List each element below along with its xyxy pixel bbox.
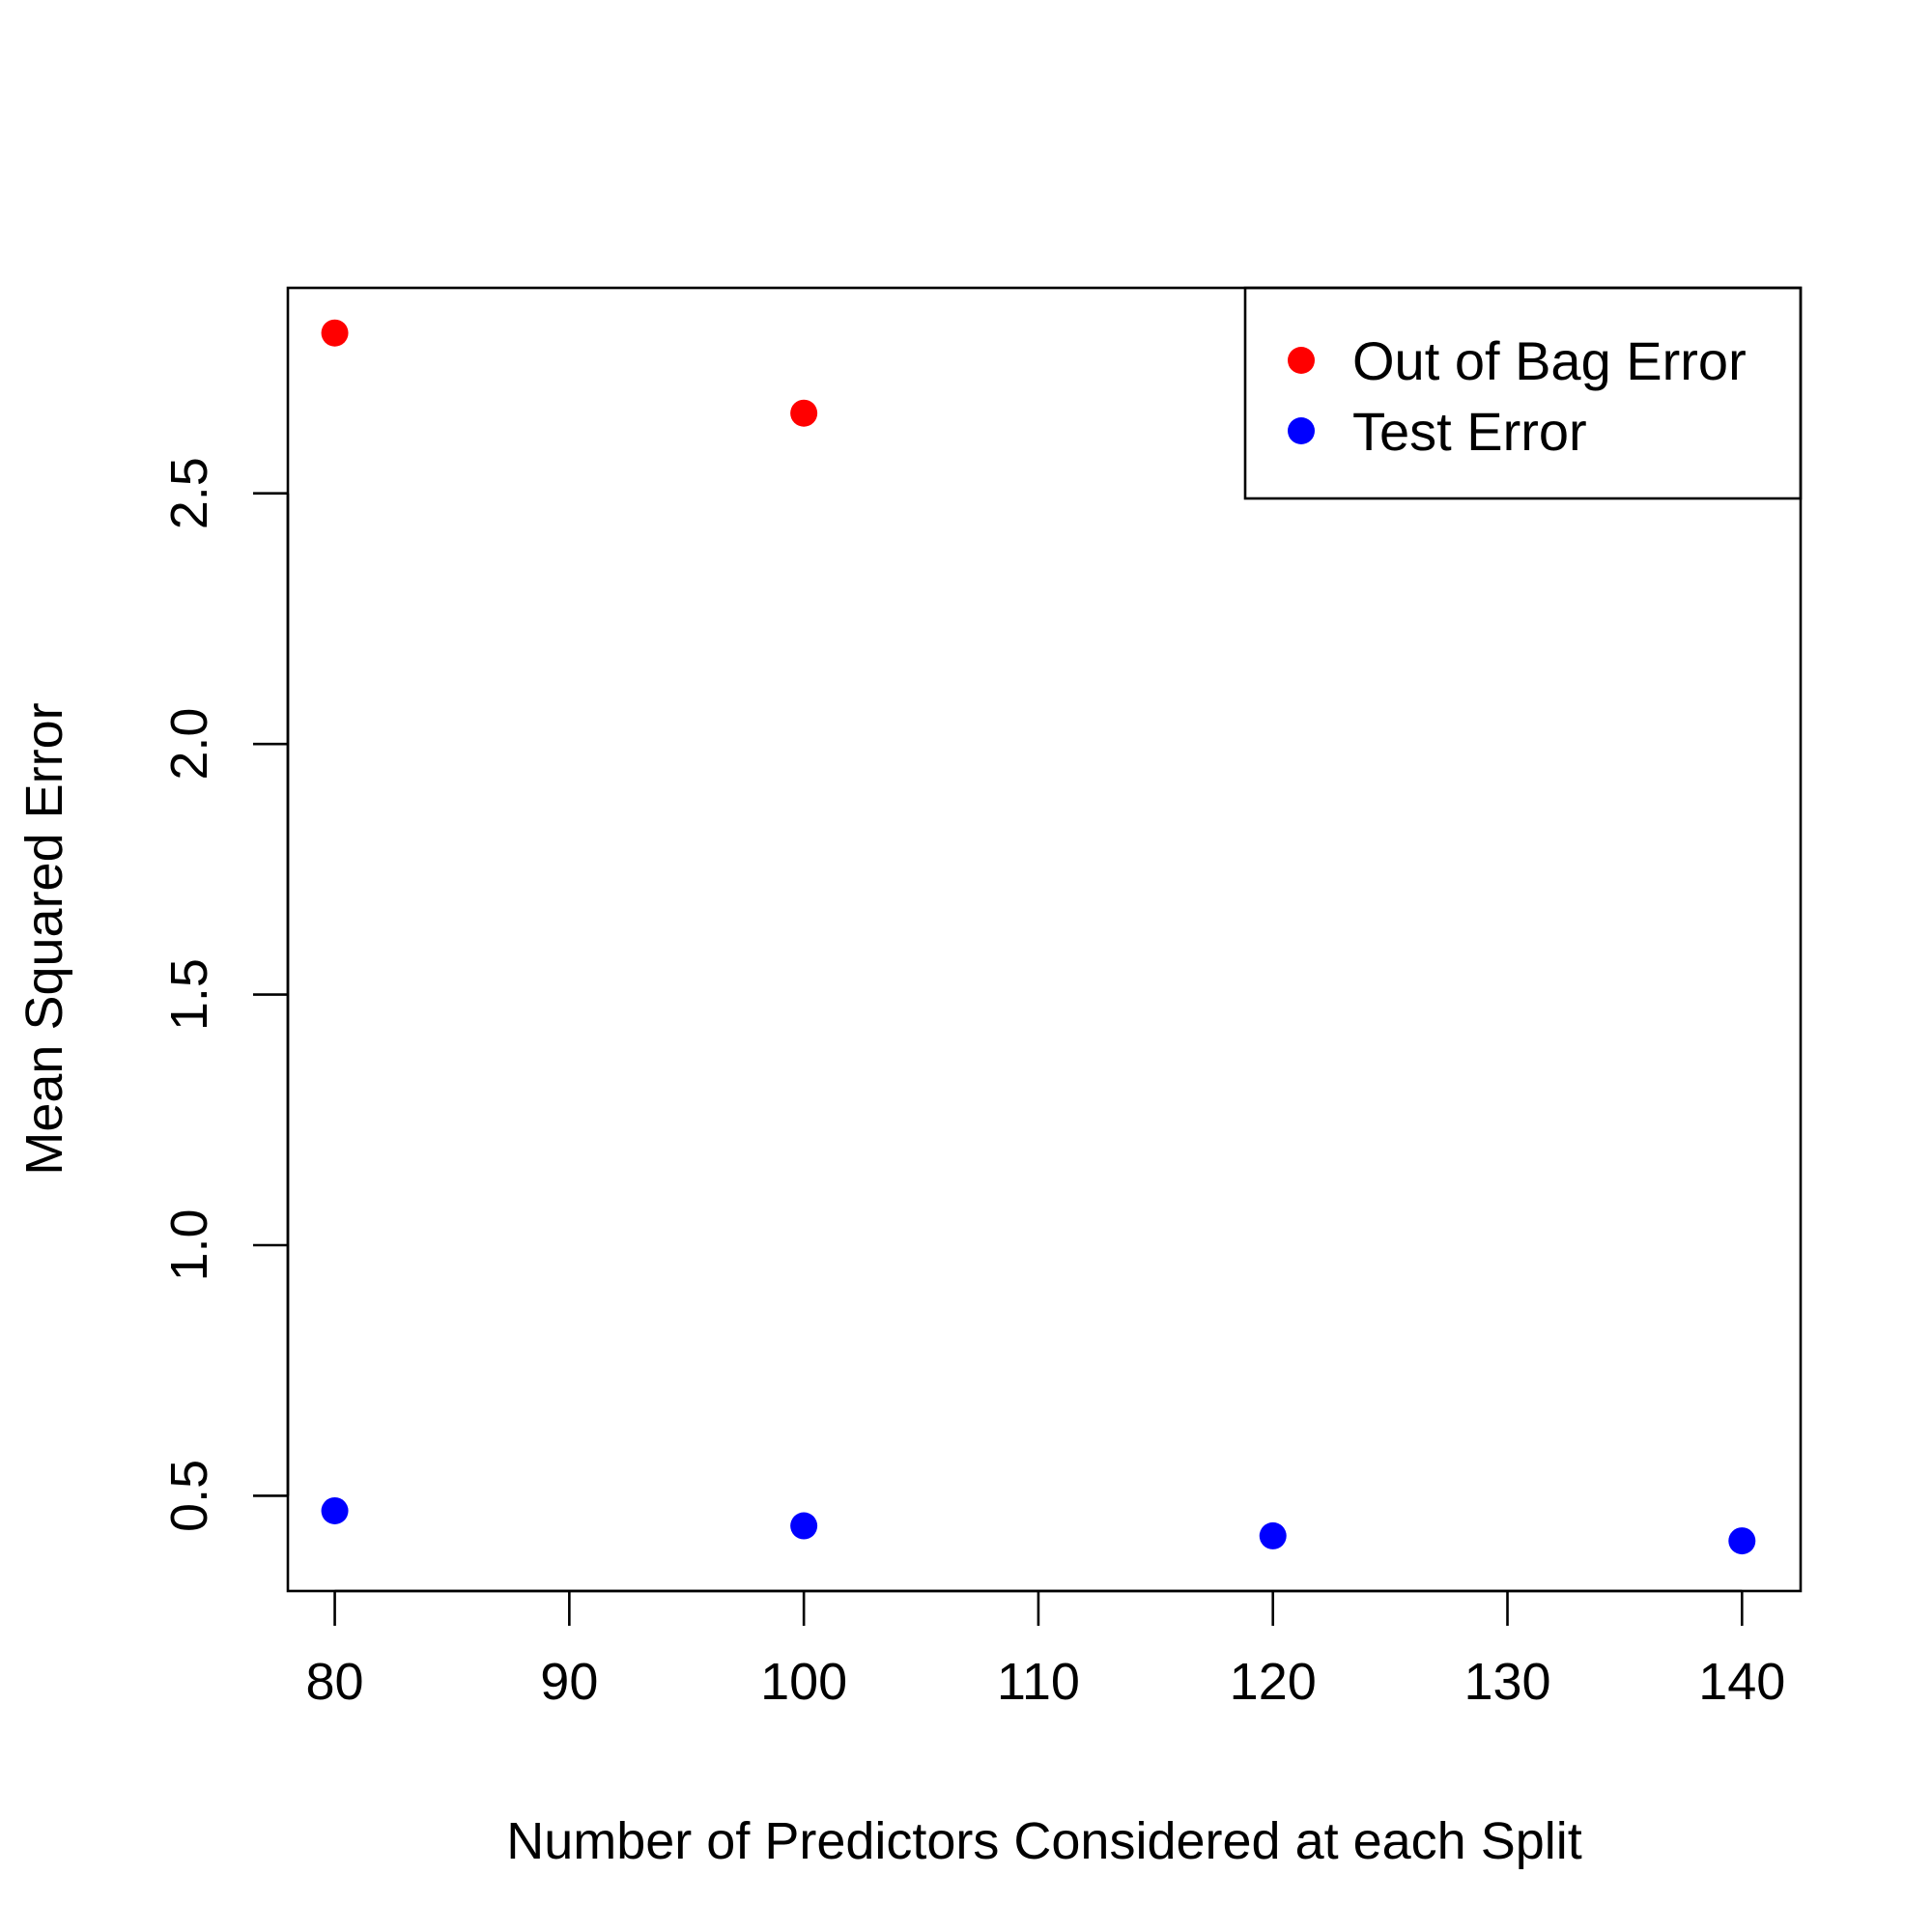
test-error-point [1728,1527,1756,1555]
legend: Out of Bag Error Test Error [1243,286,1803,500]
x-tick-label: 80 [306,1653,364,1711]
y-tick-label: 1.5 [160,958,218,1031]
test-error-point [790,1512,818,1540]
legend-marker [1288,347,1315,374]
test-error-point [1259,1521,1287,1549]
y-axis-title: Mean Squared Error [15,702,73,1175]
x-axis-title: Number of Predictors Considered at each … [506,1812,1582,1870]
x-tick-label: 90 [540,1653,598,1711]
y-tick-label: 1.0 [160,1208,218,1281]
x-tick-label: 110 [997,1653,1080,1711]
data-points [321,319,1756,1555]
legend-marker [1288,417,1315,444]
x-tick-label: 130 [1463,1653,1550,1711]
legend-label: Out of Bag Error [1352,330,1747,391]
y-tick-label: 0.5 [160,1460,218,1532]
legend-label: Test Error [1352,401,1587,462]
plot-frame [286,286,1803,1593]
x-tick-label: 140 [1698,1653,1785,1711]
x-tick-label: 100 [760,1653,847,1711]
y-tick-label: 2.0 [160,708,218,781]
oob-error-point [790,399,818,427]
test-error-point [321,1496,349,1524]
oob-error-point [321,319,349,347]
y-tick-label: 2.5 [160,457,218,529]
y-axis: 0.5 1.0 1.5 2.0 2.5 [160,457,290,1532]
x-axis: 80 90 100 110 120 130 140 [306,1589,1785,1711]
x-tick-label: 120 [1230,1653,1317,1711]
legend-box [1243,286,1803,500]
